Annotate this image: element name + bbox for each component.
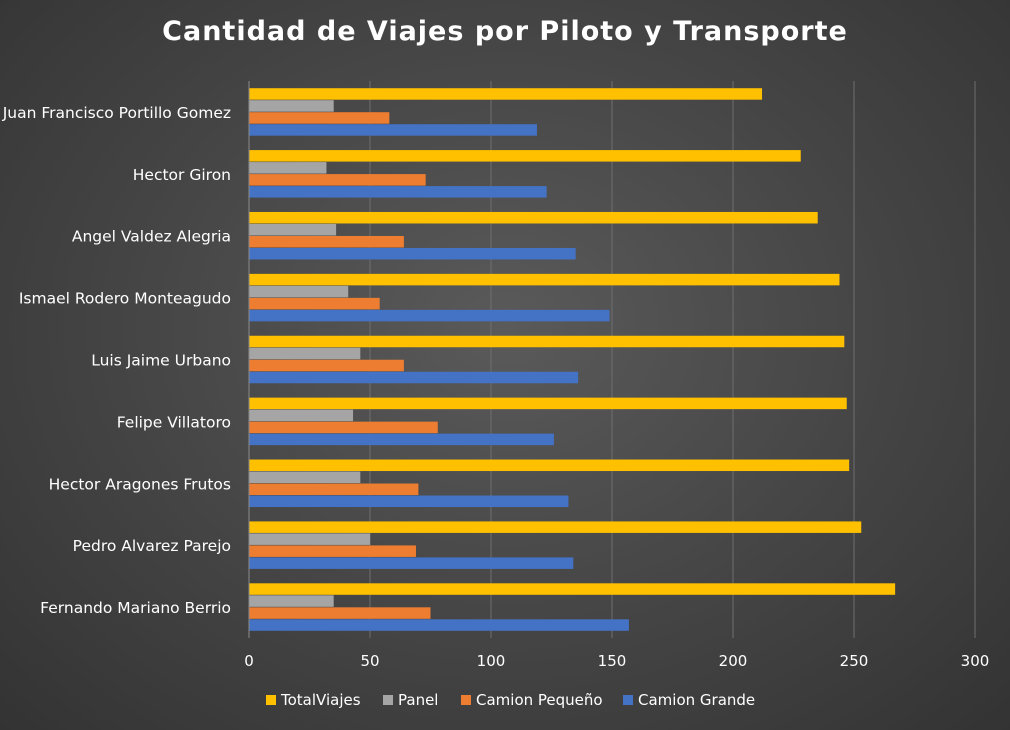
bar-panel [249, 285, 349, 298]
bar-totalviajes [249, 335, 845, 348]
legend-label: Camion Grande [638, 691, 755, 709]
x-tick-label: 50 [360, 652, 379, 670]
x-tick-label: 150 [598, 652, 627, 670]
bar-panel [249, 162, 327, 174]
legend-swatch [266, 695, 276, 705]
bar-panel [249, 533, 370, 545]
bar-totalviajes [249, 88, 763, 100]
category-label: Pedro Alvarez Parejo [73, 537, 231, 555]
x-tick-label: 300 [961, 652, 990, 670]
bar-camion-grande [249, 371, 579, 384]
legend-swatch [461, 695, 471, 705]
category-label: Fernando Mariano Berrio [40, 599, 231, 617]
bar-camion-pequeno [249, 483, 419, 496]
bar-camion-grande [249, 186, 547, 198]
x-tick-label: 200 [719, 652, 748, 670]
bar-camion-pequeno [249, 174, 426, 186]
bar-totalviajes [249, 397, 847, 410]
bar-totalviajes [249, 583, 896, 595]
bar-camion-pequeno [249, 421, 438, 434]
bar-totalviajes [249, 211, 818, 224]
category-label: Luis Jaime Urbano [91, 352, 231, 370]
bar-camion-grande [249, 495, 569, 508]
legend-label: Camion Pequeño [476, 691, 603, 709]
bar-camion-pequeno [249, 235, 404, 248]
bar-camion-grande [249, 124, 537, 136]
bar-camion-pequeno [249, 112, 390, 124]
chart-title: Cantidad de Viajes por Piloto y Transpor… [162, 16, 848, 47]
bar-panel [249, 409, 354, 422]
bar-camion-grande [249, 309, 610, 322]
bar-totalviajes [249, 273, 840, 286]
bar-camion-pequeno [249, 297, 380, 310]
legend-label: TotalViajes [280, 691, 361, 709]
bar-totalviajes [249, 459, 850, 472]
x-tick-label: 250 [840, 652, 869, 670]
legend-label: Panel [398, 691, 438, 709]
bar-panel [249, 100, 334, 112]
x-tick-label: 100 [477, 652, 506, 670]
legend-swatch [623, 695, 633, 705]
bar-camion-grande [249, 619, 629, 631]
bar-camion-pequeno [249, 359, 404, 372]
bar-panel [249, 347, 361, 360]
bar-camion-grande [249, 557, 574, 569]
bar-panel [249, 471, 361, 484]
bar-camion-pequeno [249, 607, 431, 619]
bar-panel [249, 223, 337, 236]
bar-camion-pequeno [249, 545, 416, 557]
category-label: Hector Aragones Frutos [49, 475, 231, 493]
bar-panel [249, 595, 334, 607]
category-label: Juan Francisco Portillo Gomez [2, 104, 231, 122]
bar-totalviajes [249, 521, 862, 533]
category-label: Ismael Rodero Monteagudo [19, 290, 231, 308]
legend-swatch [383, 695, 393, 705]
bar-camion-grande [249, 433, 554, 446]
category-label: Felipe Villatoro [117, 413, 231, 431]
x-tick-label: 0 [244, 652, 254, 670]
bar-totalviajes [249, 150, 801, 162]
category-label: Angel Valdez Alegria [72, 228, 231, 246]
category-label: Hector Giron [133, 166, 231, 184]
bar-camion-grande [249, 247, 576, 260]
